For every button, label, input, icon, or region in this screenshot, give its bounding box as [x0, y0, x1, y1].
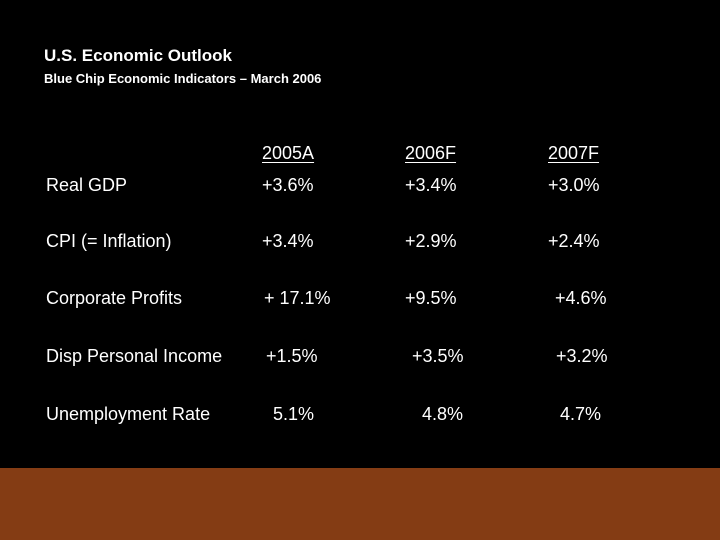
slide-subtitle: Blue Chip Economic Indicators – March 20…: [44, 71, 322, 86]
value-corporate-profits-2006f: +9.5%: [405, 288, 457, 308]
value-corporate-profits-2005a: + 17.1%: [264, 288, 331, 308]
value-cpi-2007f: +2.4%: [548, 231, 600, 251]
footer-bar: [0, 468, 720, 540]
value-real-gdp-2006f: +3.4%: [405, 175, 457, 195]
value-real-gdp-2007f: +3.0%: [548, 175, 600, 195]
value-cpi-2006f: +2.9%: [405, 231, 457, 251]
value-real-gdp-2005a: +3.6%: [262, 175, 314, 195]
row-label-corporate-profits: Corporate Profits: [46, 288, 183, 308]
column-header-2007f: 2007F: [548, 143, 600, 163]
value-cpi-2005a: +3.4%: [262, 231, 314, 251]
value-unemployment-rate-2006f: 4.8%: [422, 404, 464, 424]
row-label-cpi: CPI (= Inflation): [46, 231, 172, 251]
value-unemployment-rate-2007f: 4.7%: [560, 404, 602, 424]
value-corporate-profits-2007f: +4.6%: [555, 288, 607, 308]
value-disp-personal-income-2006f: +3.5%: [412, 346, 464, 366]
value-disp-personal-income-2005a: +1.5%: [266, 346, 318, 366]
row-label-disp-personal-income: Disp Personal Income: [46, 346, 223, 366]
value-unemployment-rate-2005a: 5.1%: [273, 404, 315, 424]
value-disp-personal-income-2007f: +3.2%: [556, 346, 608, 366]
row-label-unemployment-rate: Unemployment Rate: [46, 404, 211, 424]
column-header-2006f: 2006F: [405, 143, 457, 163]
column-header-2005a: 2005A: [262, 143, 315, 163]
row-label-real-gdp: Real GDP: [46, 175, 128, 195]
slide-title: U.S. Economic Outlook: [44, 46, 232, 65]
